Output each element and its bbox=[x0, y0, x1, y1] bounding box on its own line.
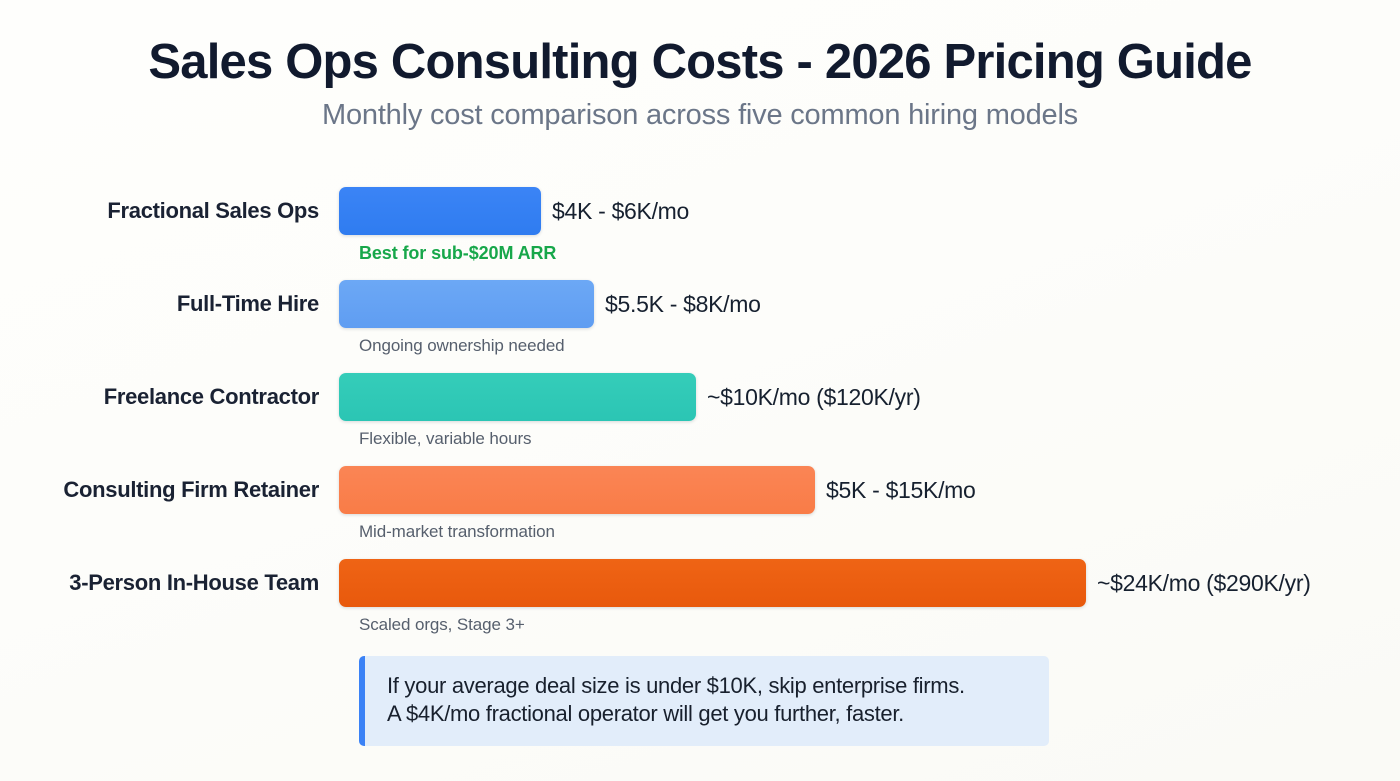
bar[interactable] bbox=[339, 373, 696, 421]
bar-value-label: ~$10K/mo ($120K/yr) bbox=[707, 383, 921, 410]
bar-note-label: Ongoing ownership needed bbox=[359, 336, 565, 355]
category-label: 3-Person In-House Team bbox=[69, 570, 319, 595]
bar-value-label: $5K - $15K/mo bbox=[826, 476, 976, 503]
bar-note-label: Mid-market transformation bbox=[359, 522, 555, 541]
bar-zone: $5.5K - $8K/mo bbox=[339, 279, 1400, 329]
bar[interactable] bbox=[339, 280, 594, 328]
category-label: Consulting Firm Retainer bbox=[63, 477, 319, 502]
bar-row-main: Consulting Firm Retainer $5K - $15K/mo bbox=[0, 465, 1400, 515]
bar-note-label: Best for sub-$20M ARR bbox=[359, 243, 557, 263]
bar-value-label: $4K - $6K/mo bbox=[552, 197, 690, 224]
bar-row: Fractional Sales Ops $4K - $6K/mo Best for… bbox=[0, 186, 1400, 279]
category-label: Fractional Sales Ops bbox=[107, 198, 319, 223]
callout-box: If your average deal size is under $10K,… bbox=[359, 656, 1049, 747]
bar-row: Freelance Contractor ~$10K/mo ($120K/yr) F… bbox=[0, 372, 1400, 465]
bar-value-label: ~$24K/mo ($290K/yr) bbox=[1097, 569, 1311, 596]
bar-row: 3-Person In-House Team ~$24K/mo ($290K/yr… bbox=[0, 558, 1400, 651]
header: Sales Ops Consulting Costs - 2026 Pricin… bbox=[0, 0, 1400, 132]
bar-row: Consulting Firm Retainer $5K - $15K/mo Mid… bbox=[0, 465, 1400, 558]
bar-row-main: 3-Person In-House Team ~$24K/mo ($290K/yr… bbox=[0, 558, 1400, 608]
bar[interactable] bbox=[339, 466, 815, 514]
callout-line-2: A $4K/mo fractional operator will get yo… bbox=[387, 701, 904, 727]
callout-line-1: If your average deal size is under $10K,… bbox=[387, 673, 965, 698]
category-label: Freelance Contractor bbox=[103, 384, 320, 409]
bar-zone: $4K - $6K/mo bbox=[339, 186, 1400, 236]
bar-zone: $5K - $15K/mo bbox=[339, 465, 1400, 515]
bar-row-main: Fractional Sales Ops $4K - $6K/mo bbox=[0, 186, 1400, 236]
category-label: Full-Time Hire bbox=[176, 291, 319, 316]
bar-zone: ~$24K/mo ($290K/yr) bbox=[339, 558, 1400, 608]
bar-value-label: $5.5K - $8K/mo bbox=[605, 290, 761, 317]
page-subtitle: Monthly cost comparison across five comm… bbox=[322, 98, 1078, 131]
bar-row: Full-Time Hire $5.5K - $8K/mo Ongoing owne… bbox=[0, 279, 1400, 372]
bar-row-main: Full-Time Hire $5.5K - $8K/mo bbox=[0, 279, 1400, 329]
page-title: Sales Ops Consulting Costs - 2026 Pricin… bbox=[148, 35, 1252, 89]
bar[interactable] bbox=[339, 559, 1086, 607]
bar-note-label: Flexible, variable hours bbox=[359, 429, 532, 448]
horizontal-bar-chart: Fractional Sales Ops $4K - $6K/mo Best for… bbox=[0, 186, 1400, 651]
bar-note-label: Scaled orgs, Stage 3+ bbox=[359, 615, 525, 634]
bar[interactable] bbox=[339, 187, 541, 235]
bar-row-main: Freelance Contractor ~$10K/mo ($120K/yr) bbox=[0, 372, 1400, 422]
bar-zone: ~$10K/mo ($120K/yr) bbox=[339, 372, 1400, 422]
